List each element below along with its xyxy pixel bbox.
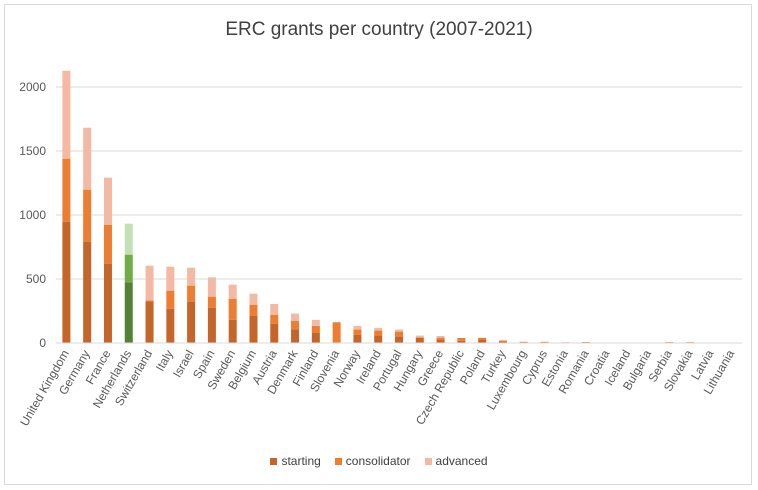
bar-starting (353, 334, 362, 343)
bar-consolidator (166, 290, 175, 309)
bar-starting (187, 301, 196, 343)
y-tick-label: 1500 (19, 144, 46, 158)
bar-starting (270, 323, 279, 343)
bar-starting (436, 339, 445, 343)
bar-consolidator (103, 224, 112, 264)
y-tick-label: 2000 (19, 80, 46, 94)
bar-consolidator (124, 254, 133, 283)
bar-consolidator (332, 322, 341, 343)
bar-advanced (207, 277, 216, 297)
legend-label: starting (281, 454, 321, 468)
bar-starting (145, 301, 154, 343)
bar-starting (311, 332, 320, 343)
bar-advanced (291, 313, 300, 321)
bar-consolidator (83, 189, 92, 242)
bar-advanced (145, 265, 154, 301)
bar-advanced (187, 267, 196, 286)
bar-starting (498, 341, 507, 343)
bar-advanced (395, 329, 403, 332)
bar-consolidator (207, 296, 216, 308)
legend-swatch (334, 457, 342, 465)
bar-consolidator (686, 342, 695, 343)
bar-consolidator (62, 158, 71, 222)
legend-label: consolidator (345, 454, 411, 468)
bar-starting (457, 340, 466, 343)
bar-consolidator (478, 338, 487, 340)
legend: starting consolidator advanced (0, 454, 758, 468)
bar-starting (291, 329, 300, 343)
bar-consolidator (249, 304, 258, 316)
legend-label: advanced (435, 454, 488, 468)
bar-consolidator (582, 341, 591, 343)
bar-advanced (103, 177, 112, 225)
bar-advanced (561, 342, 570, 343)
bar-consolidator (311, 325, 320, 333)
bar-starting (415, 338, 424, 343)
bar-consolidator (228, 298, 237, 320)
bar-consolidator (395, 331, 403, 337)
bar-consolidator (519, 341, 528, 343)
bar-starting (207, 307, 216, 343)
bar-starting (62, 221, 71, 343)
y-tick-label: 500 (26, 272, 46, 286)
legend-item-consolidator: consolidator (334, 454, 411, 468)
bar-advanced (436, 335, 445, 338)
bar-starting (103, 263, 112, 343)
bar-consolidator (353, 329, 362, 335)
bar-consolidator (415, 337, 424, 339)
bar-starting (228, 319, 237, 343)
bar-advanced (62, 70, 71, 159)
bar-consolidator (145, 300, 154, 302)
legend-swatch (424, 457, 432, 465)
bar-advanced (498, 339, 507, 341)
bar-advanced (270, 303, 279, 315)
bar-consolidator (187, 285, 196, 302)
bar-advanced (124, 223, 133, 255)
y-tick-label: 0 (39, 336, 46, 350)
bar-starting (374, 335, 383, 343)
bar-consolidator (374, 330, 383, 336)
chart-title: ERC grants per country (2007-2021) (225, 19, 533, 40)
bar-consolidator (457, 338, 466, 341)
bar-starting (478, 339, 487, 343)
bar-consolidator (291, 320, 300, 330)
bar-advanced (415, 335, 424, 338)
bar-advanced (166, 266, 175, 291)
bar-advanced (249, 293, 258, 305)
bar-consolidator (270, 314, 279, 324)
bar-starting (395, 336, 403, 343)
bar-starting (83, 241, 92, 343)
legend-swatch (270, 457, 278, 465)
bar-advanced (353, 325, 362, 330)
chart-frame (4, 4, 752, 485)
bar-advanced (311, 319, 320, 326)
bar-consolidator (436, 337, 445, 340)
bar-starting (124, 282, 133, 343)
bar-advanced (374, 327, 383, 331)
bar-starting (249, 315, 258, 343)
y-tick-label: 1000 (19, 208, 46, 222)
bar-advanced (83, 127, 92, 190)
bar-consolidator (665, 342, 674, 343)
legend-item-advanced: advanced (424, 454, 488, 468)
bar-starting (166, 308, 175, 343)
bar-consolidator (540, 341, 549, 343)
bar-advanced (228, 284, 237, 299)
legend-item-starting: starting (270, 454, 321, 468)
